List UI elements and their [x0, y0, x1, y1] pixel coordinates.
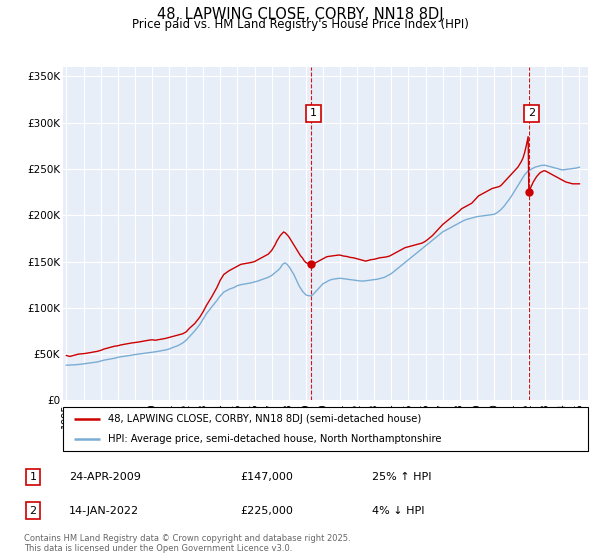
Text: Contains HM Land Registry data © Crown copyright and database right 2025.
This d: Contains HM Land Registry data © Crown c… — [24, 534, 350, 553]
Text: 25% ↑ HPI: 25% ↑ HPI — [372, 472, 431, 482]
FancyBboxPatch shape — [63, 407, 588, 451]
Text: 24-APR-2009: 24-APR-2009 — [69, 472, 141, 482]
Text: 2: 2 — [29, 506, 37, 516]
Text: 1: 1 — [310, 109, 317, 119]
Text: 4% ↓ HPI: 4% ↓ HPI — [372, 506, 425, 516]
Text: 1: 1 — [29, 472, 37, 482]
Text: HPI: Average price, semi-detached house, North Northamptonshire: HPI: Average price, semi-detached house,… — [107, 434, 441, 444]
Text: 48, LAPWING CLOSE, CORBY, NN18 8DJ: 48, LAPWING CLOSE, CORBY, NN18 8DJ — [157, 7, 443, 22]
Text: £147,000: £147,000 — [240, 472, 293, 482]
Text: 14-JAN-2022: 14-JAN-2022 — [69, 506, 139, 516]
Text: 48, LAPWING CLOSE, CORBY, NN18 8DJ (semi-detached house): 48, LAPWING CLOSE, CORBY, NN18 8DJ (semi… — [107, 414, 421, 424]
Text: £225,000: £225,000 — [240, 506, 293, 516]
Text: Price paid vs. HM Land Registry's House Price Index (HPI): Price paid vs. HM Land Registry's House … — [131, 18, 469, 31]
Text: 2: 2 — [528, 109, 535, 119]
